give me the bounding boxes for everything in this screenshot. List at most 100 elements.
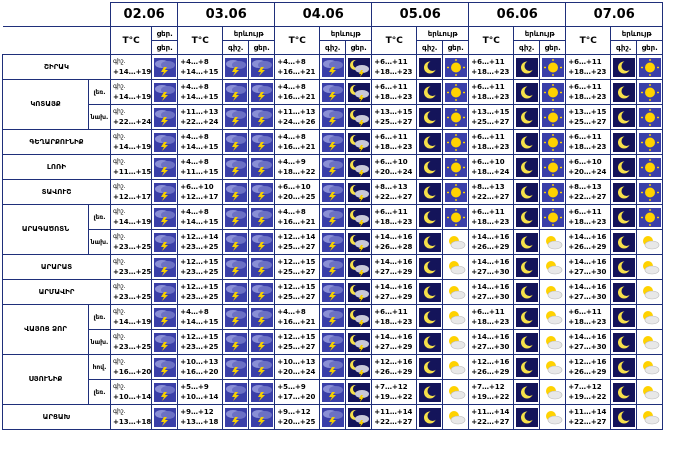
night-icon-cell: [513, 179, 541, 205]
day-temp: +27…+29: [374, 293, 413, 301]
moon-icon: [612, 82, 636, 102]
temperature-cell: +5…+9 +10…+14: [177, 379, 224, 405]
temperature-cell: գիշ. +14…+19: [109, 204, 153, 230]
day-temp: +18…+23: [374, 93, 413, 101]
night-temp: +12…+15: [277, 258, 316, 266]
day-subheader: ցեր.: [636, 40, 664, 55]
temperature-cell: գիշ. +23…+25: [109, 254, 153, 280]
night-temp: +12…+14: [180, 233, 219, 241]
day-temp: +22…+27: [471, 193, 510, 201]
temperature-cell: +6…+11 +18…+23: [565, 129, 612, 155]
night-icon-cell: [416, 354, 444, 380]
night-icon-cell: [222, 304, 250, 330]
day-temp: +25…+27: [568, 118, 607, 126]
phenomena-header: երևույթ: [513, 26, 567, 41]
moon-icon: [515, 357, 539, 377]
partly-cloudy-icon: [541, 232, 565, 252]
night-thunderstorm-icon: [347, 207, 371, 227]
phenomena-header: երևույթ: [319, 26, 373, 41]
temperature-cell: +4…+8 +14…+15: [177, 129, 224, 155]
day-temp: +20…+25: [277, 193, 316, 201]
partly-cloudy-icon: [541, 282, 565, 302]
day-subheader: ցեր.: [248, 40, 276, 55]
thunderstorm-icon: [321, 157, 345, 177]
night-temp: +6…+11: [471, 208, 505, 216]
thunderstorm-icon: [321, 107, 345, 127]
day-icon-cell: [539, 279, 567, 305]
night-temp: +6…+11: [568, 308, 602, 316]
moon-icon: [418, 57, 442, 77]
night-temp: +12…+15: [180, 283, 219, 291]
thunderstorm-icon: [153, 332, 177, 352]
day-temp: +23…+25: [180, 293, 219, 301]
night-icon-cell: [416, 104, 444, 130]
day-temp: +22…+24: [113, 118, 152, 126]
sun-icon: [541, 132, 565, 152]
day-icon-cell: [345, 204, 373, 230]
moon-icon: [515, 382, 539, 402]
night-temp: +14…+16: [568, 283, 607, 291]
day-temp: +18…+23: [568, 318, 607, 326]
moon-icon: [418, 382, 442, 402]
night-icon-cell: [610, 379, 638, 405]
night-icon-cell: [610, 304, 638, 330]
night-icon-cell: [319, 129, 347, 155]
night-icon-cell: [416, 404, 444, 430]
night-icon-cell: [610, 104, 638, 130]
temperature-cell: +4…+8 +16…+21: [274, 79, 321, 105]
night-label: գիշ.: [113, 183, 126, 190]
thunderstorm-icon: [153, 82, 177, 102]
temperature-cell: +6…+11 +18…+23: [371, 129, 418, 155]
corner-cell: [2, 2, 111, 27]
temperature-cell: +12…+14 +23…+25: [177, 229, 224, 255]
night-temp: +5…+9: [277, 383, 306, 391]
night-icon-cell: [513, 104, 541, 130]
night-temp: +14…+16: [471, 283, 510, 291]
temperature-cell: գիշ. +23…+25: [109, 329, 153, 355]
temperature-cell: +6…+11 +18…+23: [565, 54, 612, 80]
night-subheader: գիշ.: [610, 40, 638, 55]
temperature-cell: +8…+13 +22…+27: [371, 179, 418, 205]
temperature-cell: +8…+13 +22…+27: [468, 179, 515, 205]
subregion-label: նախ.: [88, 229, 111, 255]
night-label: գիշ.: [113, 283, 126, 290]
thunderstorm-icon: [250, 157, 274, 177]
temperature-cell: +12…+15 +25…+27: [274, 254, 321, 280]
region-name: ԱՐԱԳԱԾՈՏՆ: [2, 204, 89, 255]
day-temp: +14…+15: [180, 68, 219, 76]
phenomena-header: երևույթ: [222, 26, 276, 41]
temperature-cell: +13…+15 +25…+27: [468, 104, 515, 130]
night-icon-cell: [222, 229, 250, 255]
thunderstorm-icon: [250, 57, 274, 77]
moon-icon: [612, 307, 636, 327]
day-temp: +16…+20: [180, 368, 219, 376]
day-icon-cell: [442, 104, 470, 130]
day-temp: +26…+28: [374, 243, 413, 251]
day-temp: +23…+25: [180, 243, 219, 251]
day-temp: +18…+23: [471, 93, 510, 101]
night-icon-cell: [610, 404, 638, 430]
night-icon-cell: [222, 54, 250, 80]
night-temp: +6…+11: [374, 58, 408, 66]
night-temp: +13…+15: [568, 108, 607, 116]
partly-cloudy-icon: [638, 407, 662, 427]
day-temp: +19…+22: [374, 393, 413, 401]
thunderstorm-icon: [153, 232, 177, 252]
day-icon-cell: [442, 404, 470, 430]
night-temp: +6…+10: [568, 158, 602, 166]
night-icon-cell: [319, 254, 347, 280]
night-thunderstorm-icon: [347, 332, 371, 352]
day-icon-cell: [636, 104, 664, 130]
temperature-cell: +7…+12 +19…+22: [565, 379, 612, 405]
partly-cloudy-icon: [541, 332, 565, 352]
moon-icon: [418, 207, 442, 227]
night-temp: +14…+16: [568, 233, 607, 241]
day-temp: +14…+15: [180, 318, 219, 326]
sun-icon: [541, 107, 565, 127]
temperature-cell: +12…+16 +26…+29: [565, 354, 612, 380]
sun-icon: [541, 182, 565, 202]
night-icon-cell: [319, 379, 347, 405]
day-temp: +22…+27: [471, 418, 510, 426]
thunderstorm-icon: [250, 282, 274, 302]
moon-icon: [515, 182, 539, 202]
